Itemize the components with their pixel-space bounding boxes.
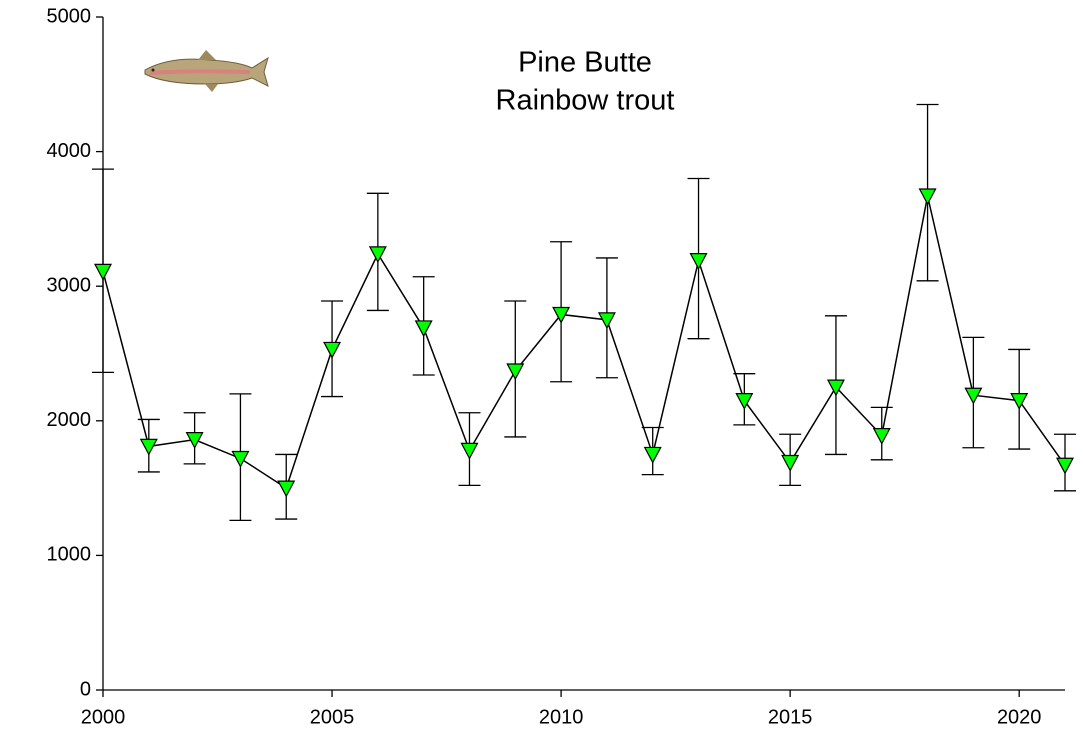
marker bbox=[368, 246, 387, 264]
y-tick-label: 4000 bbox=[47, 140, 92, 162]
marker bbox=[277, 480, 296, 498]
y-tick-label: 5000 bbox=[47, 5, 92, 27]
marker bbox=[826, 379, 845, 397]
marker bbox=[1010, 393, 1029, 410]
marker bbox=[139, 438, 158, 456]
y-tick-label: 1000 bbox=[47, 544, 92, 566]
marker bbox=[460, 442, 479, 460]
marker bbox=[231, 450, 250, 468]
marker bbox=[506, 363, 525, 381]
marker bbox=[1056, 457, 1074, 475]
marker bbox=[781, 454, 800, 472]
y-tick-label: 2000 bbox=[47, 409, 92, 431]
x-tick-label: 2020 bbox=[997, 706, 1042, 728]
marker bbox=[872, 428, 891, 445]
chart-title: Pine Butte bbox=[518, 47, 652, 79]
marker bbox=[414, 320, 433, 338]
marker bbox=[552, 306, 571, 324]
marker bbox=[918, 188, 937, 206]
y-tick-label: 0 bbox=[80, 678, 91, 700]
marker bbox=[323, 341, 342, 359]
fish-icon bbox=[144, 50, 269, 92]
marker bbox=[689, 253, 708, 270]
x-tick-label: 2015 bbox=[768, 706, 813, 728]
marker bbox=[597, 312, 616, 330]
marker bbox=[643, 446, 662, 464]
marker bbox=[964, 387, 983, 405]
series-line bbox=[102, 195, 1066, 490]
marker bbox=[735, 393, 754, 410]
x-tick-label: 2000 bbox=[81, 706, 126, 728]
x-tick-label: 2005 bbox=[310, 706, 355, 728]
marker bbox=[94, 263, 112, 281]
x-tick-label: 2010 bbox=[539, 706, 584, 728]
y-tick-label: 3000 bbox=[47, 274, 92, 296]
chart-subtitle: Rainbow trout bbox=[496, 85, 675, 117]
marker bbox=[185, 432, 204, 449]
